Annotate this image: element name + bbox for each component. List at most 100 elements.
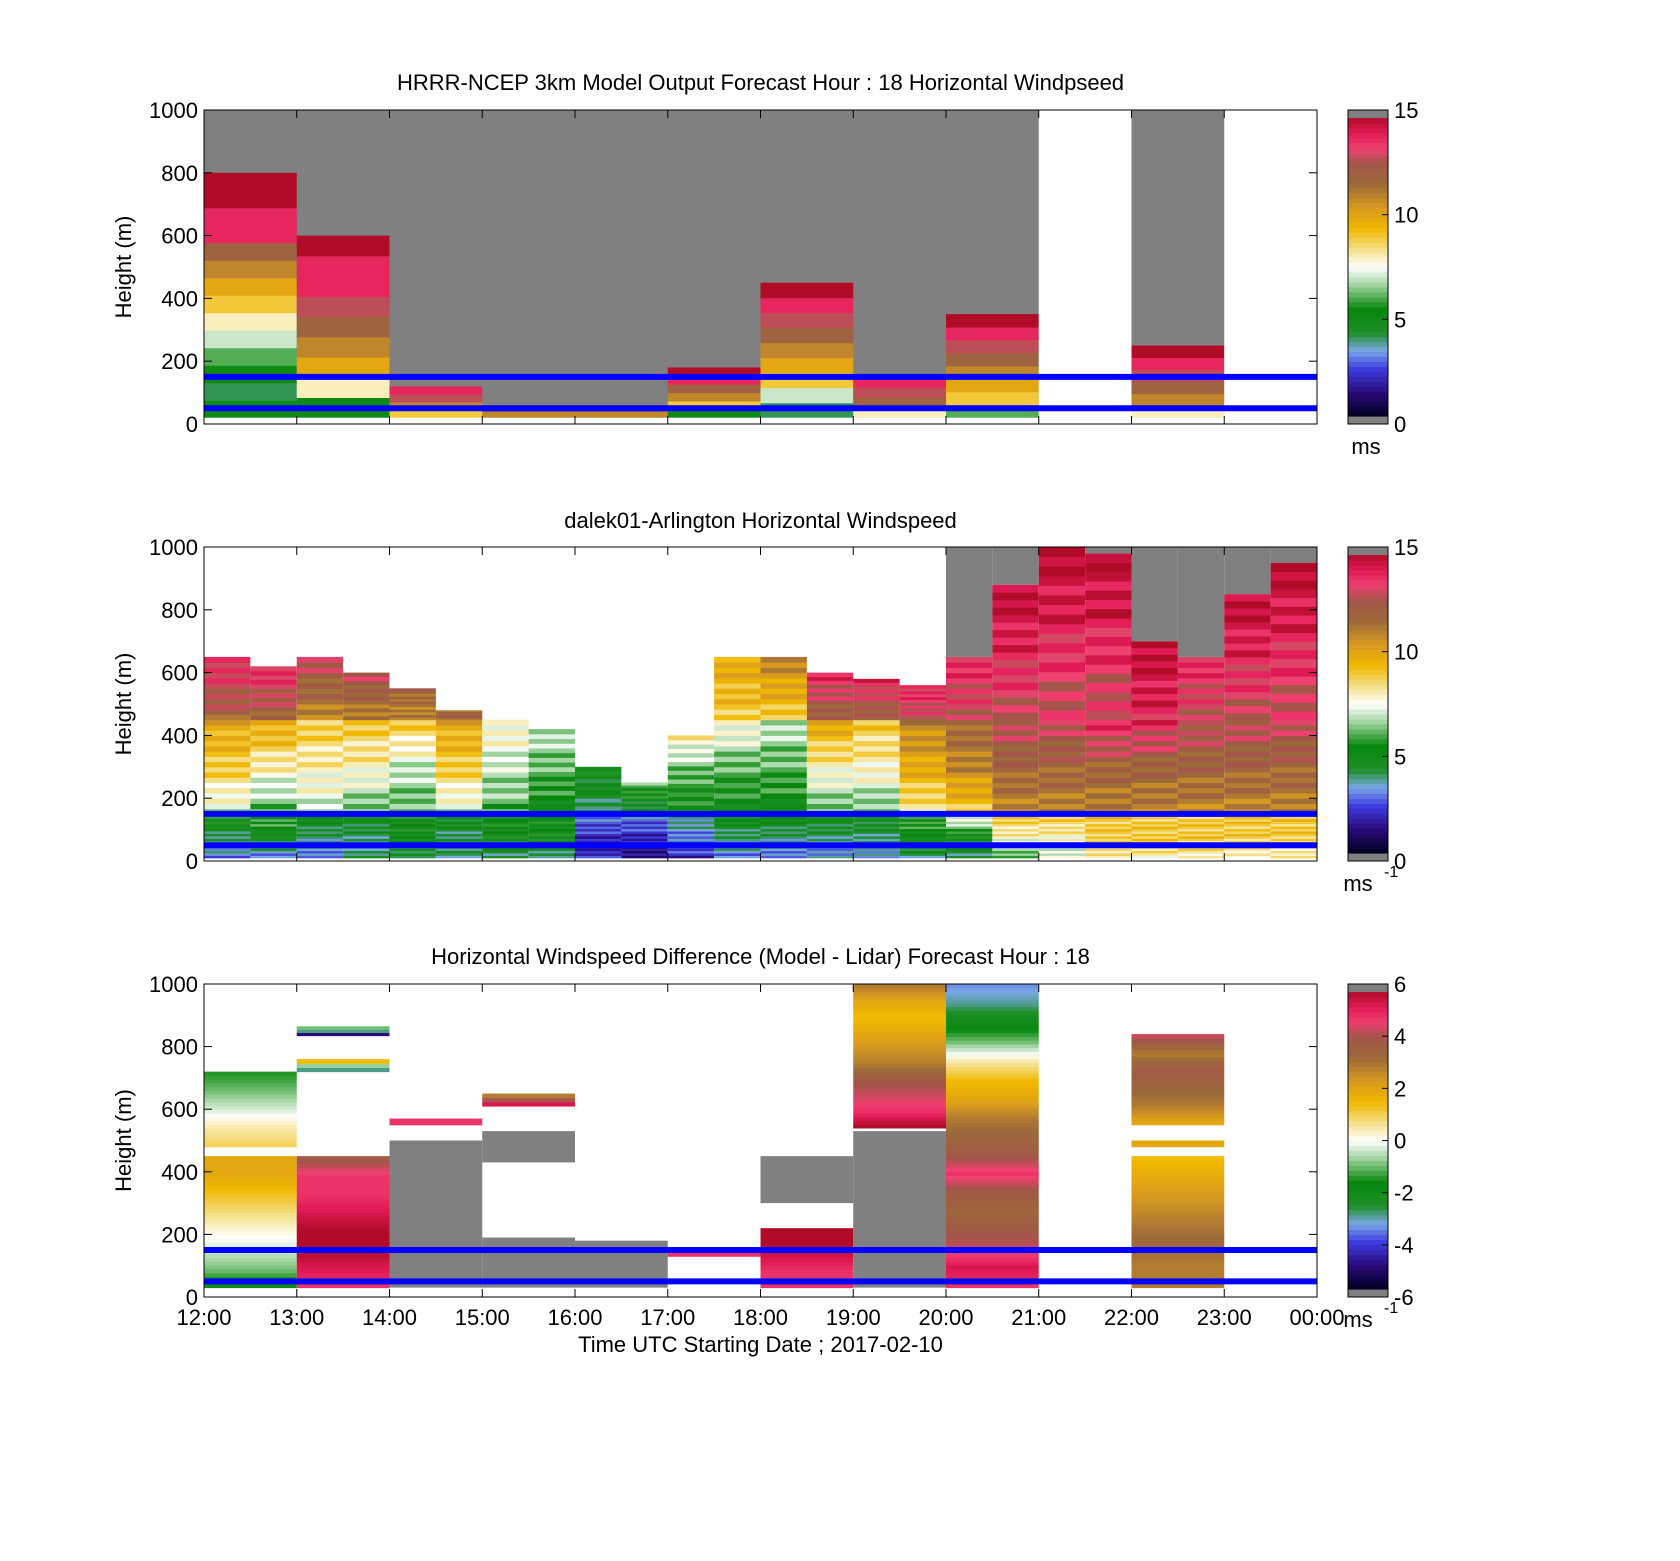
colorbar-unit: ms (1343, 871, 1372, 896)
y-tick-label: 800 (161, 1035, 198, 1060)
lidar-cell (714, 688, 761, 695)
model-cell (1131, 393, 1225, 407)
colorbar-tick-label: 5 (1394, 307, 1406, 332)
lidar-cell (1038, 700, 1086, 711)
lidar-cell (1224, 601, 1271, 609)
lidar-cell (389, 818, 436, 822)
difference-cell (946, 1107, 1039, 1112)
x-tick-label: 17:00 (640, 1305, 695, 1330)
lidar-cell (1177, 848, 1225, 852)
colorbar-swatch (1348, 301, 1388, 308)
lidar-cell (389, 782, 436, 789)
lidar-cell (250, 761, 297, 768)
difference-cell (946, 1145, 1039, 1150)
lidar-cell (575, 786, 622, 791)
difference-cell (760, 1269, 854, 1274)
lidar-cell (204, 751, 251, 757)
y-tick-label: 0 (186, 849, 198, 874)
difference-cell (296, 1261, 390, 1266)
lidar-cell (343, 782, 390, 789)
lidar-cell (714, 816, 761, 820)
lidar-cell (1270, 835, 1317, 839)
lidar-cell (1177, 826, 1225, 830)
lidar-cell (1085, 691, 1132, 702)
colorbar-swatch (1348, 137, 1388, 144)
lidar-cell (575, 840, 622, 844)
lidar-cell (1224, 719, 1271, 726)
lidar-cell (899, 838, 946, 842)
lidar-cell (760, 766, 807, 773)
lidar-cell (1224, 777, 1271, 783)
lidar-cell (1131, 680, 1178, 688)
lidar-cell (714, 833, 761, 837)
lidar-cell (296, 756, 344, 763)
colorbar-swatch (1348, 1224, 1388, 1231)
lidar-cell (389, 826, 436, 830)
lidar-cell (992, 850, 1039, 854)
lidar-cell (1085, 562, 1132, 573)
difference-cell (1131, 1216, 1225, 1221)
lidar-cell (1085, 848, 1132, 852)
lidar-cell (760, 848, 807, 852)
lidar-cell (528, 752, 575, 758)
lidar-cell (204, 798, 251, 804)
colorbar-swatch (1348, 1120, 1388, 1127)
lidar-cell (1131, 660, 1178, 668)
lidar-cell (853, 833, 900, 837)
x-axis-label: Time UTC Starting Date ; 2017-02-10 (578, 1332, 943, 1357)
lidar-cell (1177, 683, 1225, 689)
difference-cell (1131, 1075, 1225, 1080)
lidar-cell (621, 787, 668, 791)
lidar-cell (482, 803, 529, 810)
colorbar-swatch (1348, 723, 1388, 730)
lidar-cell (946, 830, 993, 834)
lidar-cell (992, 592, 1039, 601)
lidar-cell (250, 756, 297, 763)
lidar-cell (621, 828, 668, 832)
lidar-cell (1038, 623, 1086, 634)
colorbar-swatch (1348, 1209, 1388, 1216)
lidar-cell (714, 714, 761, 721)
difference-cell (946, 1077, 1039, 1082)
difference-cell (204, 1082, 297, 1088)
lidar-cell (760, 792, 807, 799)
lidar-cell (1224, 751, 1271, 757)
lidar-cell (1038, 826, 1086, 830)
colorbar-swatch (1348, 748, 1388, 755)
colorbar-swatch (1348, 1076, 1388, 1082)
lidar-cell (760, 787, 807, 794)
colorbar-swatch (1348, 366, 1388, 372)
lidar-cell (946, 662, 993, 668)
difference-cell (946, 1137, 1039, 1142)
lidar-cell (621, 808, 668, 812)
colorbar-swatch (1348, 167, 1388, 174)
colorbar-swatch (1348, 669, 1388, 675)
difference-cell (204, 1090, 297, 1095)
lidar-cell (760, 693, 807, 700)
lidar-cell (806, 740, 854, 747)
lidar-cell (1270, 649, 1317, 660)
lidar-cell (204, 852, 251, 856)
lidar-cell (204, 816, 251, 820)
lidar-cell (250, 670, 297, 676)
lidar-cell (1270, 641, 1317, 651)
lidar-cell (343, 848, 390, 852)
difference-cell (946, 1073, 1039, 1079)
lidar-cell (946, 693, 993, 700)
lidar-cell (1038, 614, 1086, 625)
lidar-cell (1224, 803, 1271, 810)
colorbar-swatch (1348, 1031, 1388, 1038)
difference-cell (296, 1163, 390, 1168)
lidar-cell (714, 772, 761, 778)
lidar-cell (1270, 562, 1317, 572)
lidar-cell (806, 672, 854, 678)
lidar-cell (1177, 766, 1225, 773)
difference-cell (946, 1103, 1039, 1109)
lidar-cell (250, 835, 297, 839)
lidar-cell (250, 792, 297, 799)
lidar-cell (899, 724, 946, 731)
lidar-cell (806, 772, 854, 778)
difference-cell (1131, 1094, 1225, 1099)
lidar-cell (667, 800, 715, 806)
colorbar-tick-label: 0 (1394, 412, 1406, 437)
